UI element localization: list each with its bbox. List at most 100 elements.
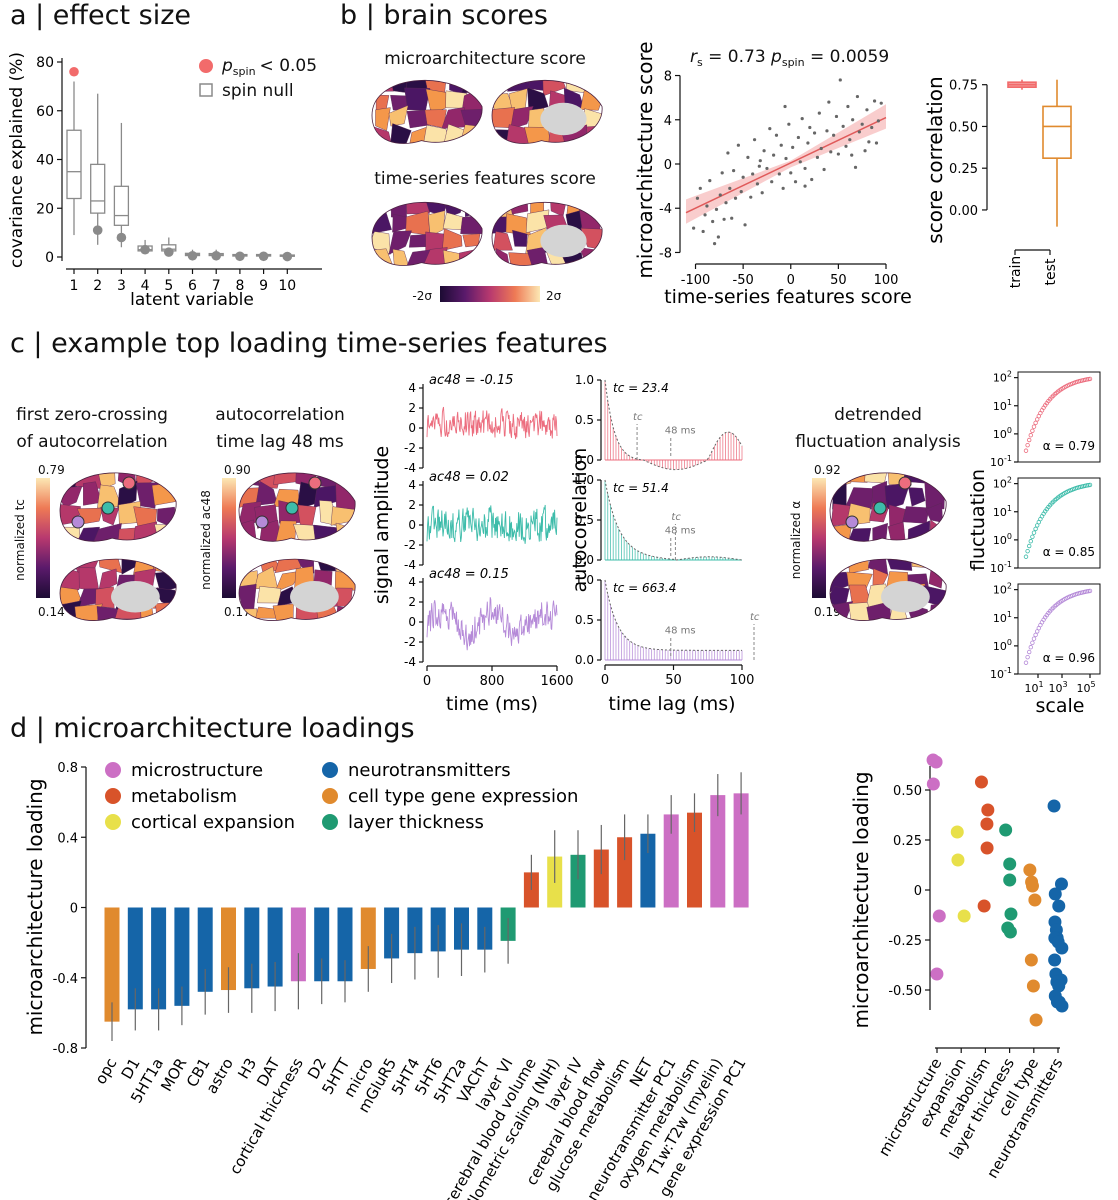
brain-lateral [371, 80, 483, 144]
dfa-point [1033, 420, 1038, 426]
y-tick-label: 60 [36, 104, 54, 120]
y-tick-label: 8 [664, 70, 672, 85]
parcel [458, 248, 482, 266]
series-label: ac48 = -0.15 [429, 373, 513, 388]
alpha-brain-map [829, 472, 947, 621]
loading-point [1028, 893, 1042, 907]
box [90, 163, 106, 214]
x-tick-label: 100 [730, 673, 755, 688]
loading-bar [267, 907, 283, 987]
y-tick-label: -0.25 [888, 934, 922, 949]
loading-bar [221, 907, 236, 991]
x-tick-label: 50 [830, 273, 847, 288]
data-point [784, 156, 788, 161]
data-point [872, 99, 877, 103]
dfa-point [1023, 448, 1029, 453]
data-point [857, 130, 861, 134]
parcel [133, 521, 158, 542]
x-axis-label: time-series features score [664, 286, 912, 308]
parcel [908, 487, 926, 507]
tc-label: tc = 663.4 [613, 581, 676, 595]
parcel [929, 519, 943, 542]
brain-outline [238, 472, 356, 542]
data-point [730, 216, 734, 220]
parcel [257, 586, 282, 604]
legend-marker [322, 814, 338, 830]
data-point [803, 184, 807, 188]
loading-point [926, 777, 940, 791]
brain-outline [238, 558, 356, 621]
data-point [760, 191, 764, 195]
parcel [848, 602, 873, 621]
dfa-point [1025, 442, 1030, 448]
medial-wall [540, 224, 587, 258]
loading-bar [617, 837, 633, 908]
legend-label: microstructure [131, 760, 263, 781]
loading-bar [710, 795, 726, 908]
tc-brain-map [59, 472, 177, 621]
data-point [838, 78, 842, 82]
x-tick-exponent: 1 [1038, 680, 1043, 689]
y-tick-label: 4 [408, 381, 416, 395]
legend-null-marker [199, 83, 213, 97]
dfa-point [1030, 640, 1035, 646]
parcel [924, 559, 945, 570]
legend-marker [105, 788, 121, 804]
parcel [524, 126, 552, 144]
loading-point [1004, 907, 1018, 921]
parcel [392, 213, 408, 233]
loading-bar [151, 907, 167, 1010]
tc-marker-label: tc [750, 612, 760, 623]
y-tick-label: 0 [408, 518, 416, 532]
brain-parcels [60, 472, 177, 542]
data-point [695, 196, 700, 200]
y-tick-label: 0 [408, 615, 416, 629]
data-point [758, 159, 762, 163]
panel-c-title: c | example top loading time-series feat… [10, 328, 608, 359]
dfa-point [1028, 645, 1033, 650]
x-tick-label: 7 [212, 278, 221, 294]
panel-d-title: d | microarchitecture loadings [10, 713, 415, 744]
parcel [135, 482, 158, 509]
autocorr-subplot: 0.0 0.5 1.0 tc = 23.4 48 ms tc [575, 373, 743, 471]
observed-point [282, 251, 293, 262]
parcel [336, 587, 353, 607]
x-axis-label: time (ms) [446, 693, 538, 715]
loading-point [957, 909, 971, 923]
dfa-point [1025, 654, 1030, 660]
y-tick-label: 20 [36, 201, 54, 217]
parcel [461, 80, 483, 94]
loading-point [930, 967, 944, 981]
data-point [718, 193, 722, 197]
data-point [728, 186, 732, 190]
brain-score-scatter: -8 -4 0 4 8 -100 -50 0 50 100 microarchitecture sc… [633, 41, 912, 308]
parcel [97, 568, 118, 594]
data-point [812, 131, 817, 135]
y-tick-exponent: -1 [1004, 666, 1012, 675]
loading-point [951, 853, 965, 867]
brain-lateral [371, 202, 483, 266]
y-tick-label: 102 [993, 370, 1012, 385]
legend-label: metabolism [131, 786, 237, 807]
data-point [800, 117, 804, 121]
brain-lateral [829, 472, 947, 542]
brain-medial [491, 202, 603, 266]
data-point [716, 235, 720, 239]
dfa-point [1028, 433, 1033, 438]
x-tick-label: 5 [164, 278, 173, 294]
y-tick-label: 100 [993, 532, 1012, 547]
parcel [239, 559, 261, 570]
data-point [781, 186, 785, 190]
parcel [336, 606, 356, 621]
loading-point [980, 841, 994, 855]
parcel [60, 526, 81, 542]
parcel [459, 124, 483, 144]
data-point [779, 143, 783, 147]
loading-point [1054, 877, 1068, 891]
region-marker [845, 515, 859, 529]
autocorr-curve [604, 379, 743, 471]
loading-bar [314, 907, 330, 982]
observed-point [235, 251, 245, 262]
score-cbar-low: -2σ [412, 289, 432, 303]
loading-point [1024, 953, 1038, 967]
